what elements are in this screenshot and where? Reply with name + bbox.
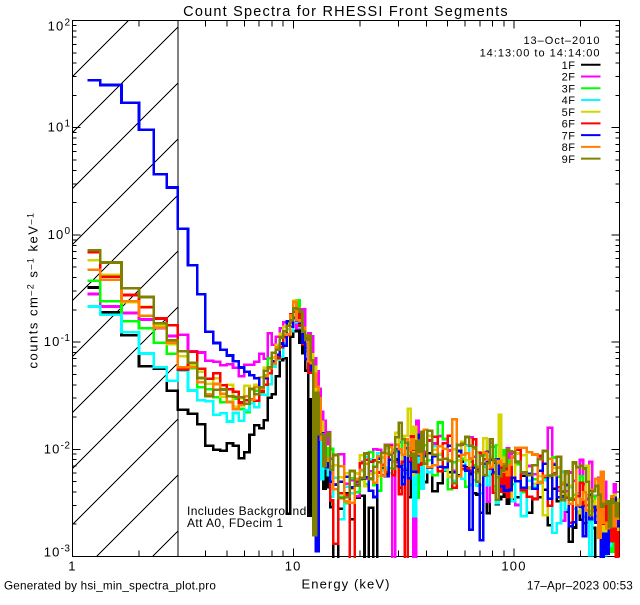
svg-text:Includes Background: Includes Background — [187, 504, 307, 518]
svg-text:Generated by hsi_min_spectra_p: Generated by hsi_min_spectra_plot.pro — [4, 580, 216, 593]
svg-text:10: 10 — [285, 559, 302, 574]
svg-text:Count Spectra for RHESSI Front: Count Spectra for RHESSI Front Segments — [183, 4, 509, 20]
svg-text:13–Oct–2010: 13–Oct–2010 — [523, 35, 600, 47]
svg-text:6F: 6F — [562, 119, 576, 131]
svg-text:100: 100 — [48, 226, 71, 242]
svg-text:3F: 3F — [562, 84, 576, 96]
svg-text:8F: 8F — [562, 142, 576, 154]
svg-text:Energy (keV): Energy (keV) — [301, 577, 390, 592]
svg-text:Att A0, FDecim 1: Att A0, FDecim 1 — [187, 516, 283, 530]
svg-text:101: 101 — [48, 119, 71, 135]
svg-text:17–Apr–2023 00:53: 17–Apr–2023 00:53 — [527, 580, 633, 593]
svg-text:100: 100 — [501, 559, 526, 574]
svg-text:4F: 4F — [562, 95, 576, 107]
svg-text:1: 1 — [68, 559, 76, 574]
svg-text:9F: 9F — [562, 154, 576, 166]
svg-text:1F: 1F — [562, 60, 576, 72]
svg-text:counts cm–2 s–1 keV–1: counts cm–2 s–1 keV–1 — [26, 212, 41, 369]
svg-text:7F: 7F — [562, 130, 576, 142]
svg-text:5F: 5F — [562, 107, 576, 119]
svg-text:2F: 2F — [562, 72, 576, 84]
svg-text:14:13:00 to 14:14:00: 14:13:00 to 14:14:00 — [480, 48, 601, 60]
svg-text:102: 102 — [48, 18, 71, 34]
